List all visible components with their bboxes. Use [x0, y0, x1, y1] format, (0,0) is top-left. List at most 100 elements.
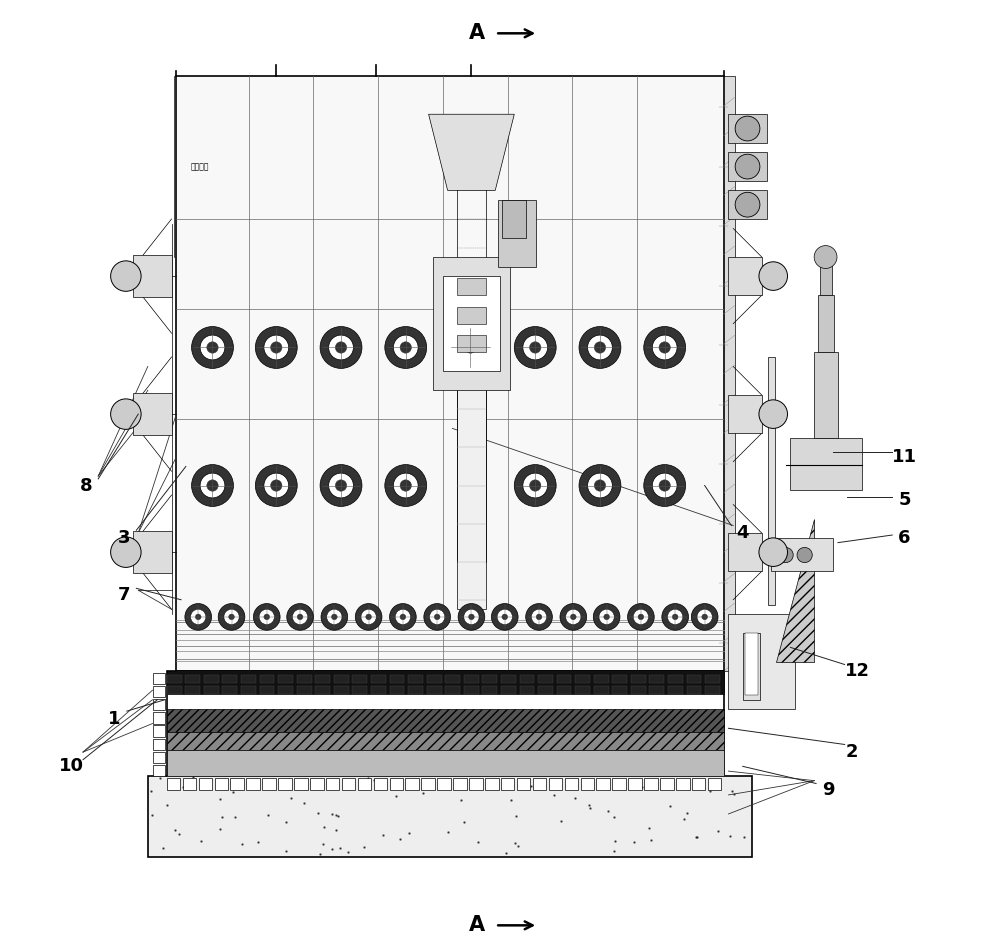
Circle shape: [430, 609, 445, 625]
Circle shape: [424, 604, 450, 630]
Bar: [818, 295, 834, 352]
Polygon shape: [429, 114, 514, 190]
Polygon shape: [776, 519, 814, 662]
Bar: [246, 778, 260, 790]
Bar: [352, 686, 367, 694]
Circle shape: [778, 547, 793, 563]
Bar: [315, 675, 330, 683]
Bar: [520, 675, 534, 683]
Bar: [594, 686, 609, 694]
Bar: [153, 686, 165, 697]
Bar: [297, 675, 312, 683]
Circle shape: [297, 614, 303, 620]
Bar: [743, 633, 760, 700]
Bar: [334, 675, 349, 683]
Bar: [278, 675, 293, 683]
Bar: [631, 686, 646, 694]
Circle shape: [523, 335, 548, 360]
Circle shape: [200, 473, 225, 498]
Bar: [728, 257, 762, 295]
Circle shape: [207, 342, 218, 353]
Bar: [581, 778, 594, 790]
Bar: [549, 778, 562, 790]
Circle shape: [450, 327, 491, 368]
Bar: [501, 675, 516, 683]
Text: 8: 8: [80, 477, 92, 494]
Circle shape: [320, 327, 362, 368]
Bar: [485, 778, 499, 790]
Bar: [557, 686, 571, 694]
Bar: [464, 686, 479, 694]
Bar: [133, 255, 172, 297]
Bar: [433, 257, 510, 390]
Circle shape: [464, 609, 479, 625]
Bar: [326, 778, 339, 790]
Text: 烟气出口: 烟气出口: [191, 162, 209, 171]
Bar: [183, 778, 196, 790]
Circle shape: [579, 327, 621, 368]
Bar: [728, 614, 795, 709]
Bar: [676, 778, 690, 790]
Text: 9: 9: [822, 782, 835, 799]
Bar: [153, 712, 165, 724]
Bar: [310, 778, 324, 790]
Bar: [631, 675, 646, 683]
Circle shape: [320, 465, 362, 506]
Bar: [374, 778, 387, 790]
Bar: [771, 538, 833, 571]
Bar: [728, 152, 767, 181]
Bar: [427, 675, 442, 683]
Bar: [482, 686, 497, 694]
Circle shape: [366, 614, 371, 620]
Bar: [408, 686, 423, 694]
Text: A: A: [469, 23, 485, 44]
Circle shape: [224, 609, 239, 625]
Circle shape: [393, 473, 418, 498]
Text: 6: 6: [898, 529, 911, 546]
Circle shape: [331, 614, 337, 620]
Circle shape: [672, 614, 678, 620]
Text: 11: 11: [892, 448, 917, 466]
Circle shape: [335, 480, 347, 491]
Circle shape: [662, 604, 688, 630]
Circle shape: [111, 261, 141, 291]
Bar: [612, 675, 627, 683]
Circle shape: [458, 604, 485, 630]
Circle shape: [735, 154, 760, 179]
Circle shape: [814, 246, 837, 268]
Circle shape: [185, 604, 212, 630]
Circle shape: [797, 547, 812, 563]
Circle shape: [329, 473, 353, 498]
Bar: [457, 335, 486, 352]
Bar: [222, 675, 237, 683]
Circle shape: [195, 614, 201, 620]
Bar: [405, 778, 419, 790]
Bar: [334, 686, 349, 694]
Circle shape: [530, 480, 541, 491]
Circle shape: [385, 327, 427, 368]
Bar: [260, 675, 274, 683]
Bar: [278, 778, 292, 790]
Circle shape: [329, 335, 353, 360]
Circle shape: [691, 604, 718, 630]
Bar: [153, 739, 165, 750]
Circle shape: [271, 480, 282, 491]
Bar: [628, 778, 642, 790]
Circle shape: [361, 609, 376, 625]
Circle shape: [644, 465, 686, 506]
Bar: [728, 533, 762, 571]
Circle shape: [385, 465, 427, 506]
Circle shape: [390, 604, 416, 630]
Bar: [538, 686, 553, 694]
Bar: [153, 700, 165, 710]
Circle shape: [526, 604, 552, 630]
Bar: [596, 778, 610, 790]
Bar: [260, 686, 274, 694]
Circle shape: [594, 480, 606, 491]
Bar: [315, 686, 330, 694]
Bar: [167, 671, 724, 776]
Bar: [204, 675, 219, 683]
Bar: [728, 114, 767, 143]
Text: 3: 3: [118, 529, 130, 546]
Bar: [167, 671, 724, 694]
